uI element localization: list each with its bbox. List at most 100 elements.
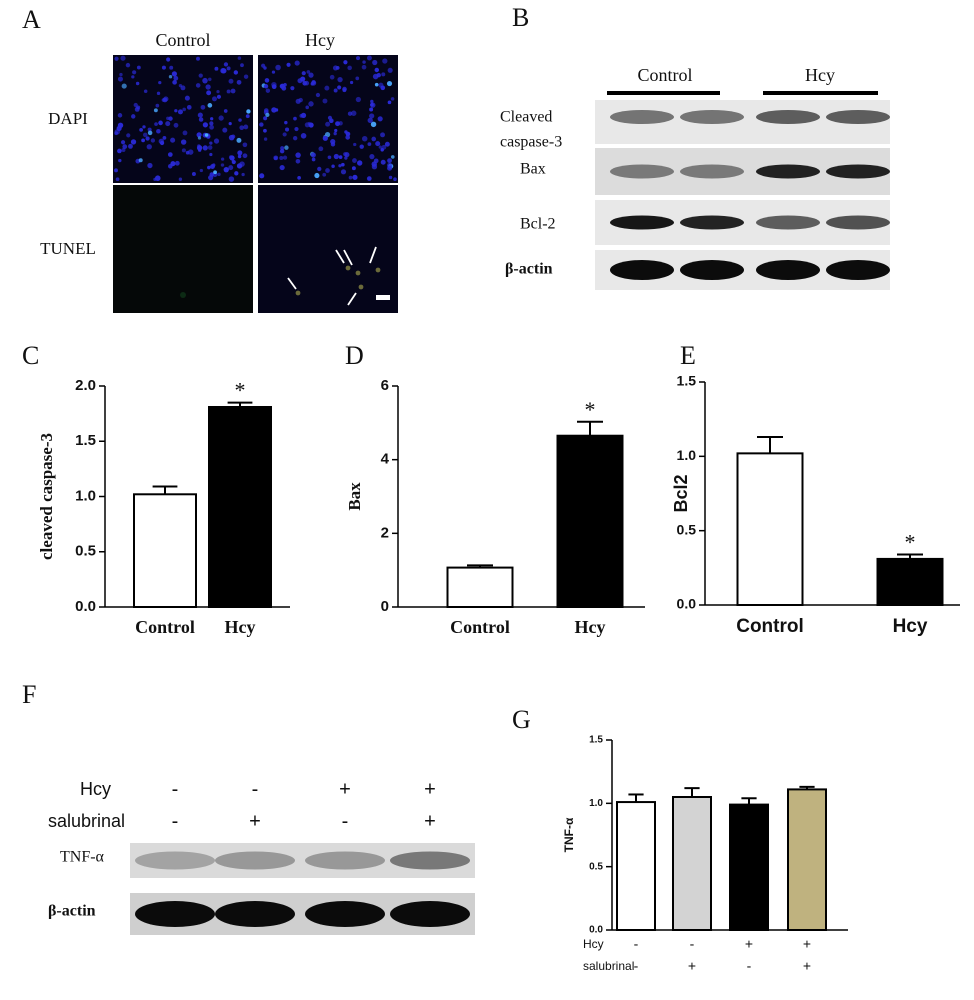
nucleus xyxy=(234,171,239,176)
nucleus xyxy=(213,170,217,175)
nucleus xyxy=(382,58,388,64)
nucleus xyxy=(243,124,249,130)
blot-label: Bcl-2 xyxy=(520,216,556,233)
nucleus xyxy=(182,130,188,136)
x-tick-label: Hcy xyxy=(575,617,606,637)
nucleus xyxy=(119,72,123,77)
nucleus xyxy=(202,145,208,151)
nucleus xyxy=(345,135,351,140)
nucleus xyxy=(168,116,173,121)
nucleus xyxy=(239,161,245,167)
nucleus xyxy=(387,67,393,73)
nucleus xyxy=(333,153,339,160)
nucleus xyxy=(146,144,152,150)
nucleus xyxy=(216,94,222,99)
nucleus xyxy=(275,64,281,71)
nucleus xyxy=(171,71,177,77)
blot-band xyxy=(610,110,674,124)
nucleus xyxy=(161,65,166,70)
nucleus xyxy=(369,113,375,119)
significance-mark: * xyxy=(585,397,596,422)
nucleus xyxy=(205,84,211,90)
nucleus xyxy=(311,80,317,86)
nucleus xyxy=(378,82,384,88)
nucleus xyxy=(263,137,268,141)
nucleus xyxy=(213,138,220,144)
nucleus xyxy=(228,78,234,84)
tunel-cell xyxy=(375,267,381,273)
nucleus xyxy=(327,155,332,160)
nucleus xyxy=(293,116,297,121)
nucleus xyxy=(279,148,285,154)
y-tick-label: 0.5 xyxy=(75,543,96,560)
condition-sign: - xyxy=(690,936,695,952)
nucleus xyxy=(273,155,279,161)
nucleus xyxy=(170,137,176,143)
y-tick-label: 2.0 xyxy=(75,377,96,394)
nucleus xyxy=(353,142,357,147)
panel-label: G xyxy=(512,705,531,734)
nucleus xyxy=(290,86,295,91)
nucleus xyxy=(264,78,270,83)
nucleus xyxy=(209,152,213,157)
nucleus xyxy=(352,174,358,180)
nucleus xyxy=(120,140,126,145)
nucleus xyxy=(154,122,158,126)
nucleus xyxy=(150,138,156,143)
nucleus xyxy=(233,70,239,75)
condition-sign: - xyxy=(634,958,639,974)
nucleus xyxy=(158,120,163,126)
nucleus xyxy=(306,70,311,74)
group-label: Control xyxy=(637,65,692,85)
nucleus xyxy=(204,133,209,137)
condition-label: Hcy xyxy=(80,779,111,799)
blot-band xyxy=(215,901,295,927)
nucleus xyxy=(139,127,144,132)
condition-sign: + xyxy=(249,810,261,832)
y-tick-label: 0.5 xyxy=(677,521,697,537)
nucleus xyxy=(314,172,320,179)
nucleus xyxy=(142,125,146,129)
nucleus xyxy=(159,140,165,146)
nucleus xyxy=(271,81,277,88)
condition-sign: - xyxy=(172,778,179,800)
nucleus xyxy=(231,159,236,165)
blot-band xyxy=(826,215,890,230)
nucleus xyxy=(318,146,324,152)
blot-band xyxy=(610,164,674,179)
blot-band xyxy=(680,260,744,280)
nucleus xyxy=(142,132,148,138)
x-tick-label: Control xyxy=(135,617,195,637)
nucleus xyxy=(367,142,372,147)
condition-sign: + xyxy=(424,778,436,800)
bar xyxy=(556,434,624,608)
nucleus xyxy=(324,85,330,91)
nucleus xyxy=(177,109,183,115)
nucleus xyxy=(228,176,235,182)
nucleus xyxy=(390,155,395,159)
nucleus xyxy=(161,98,166,102)
nucleus xyxy=(134,106,140,112)
nucleus xyxy=(230,155,234,160)
blot-band xyxy=(390,901,470,927)
y-axis-label: Bcl2 xyxy=(671,474,691,512)
nucleus xyxy=(331,164,335,168)
nucleus xyxy=(366,55,372,61)
nucleus xyxy=(138,158,143,163)
nucleus xyxy=(168,75,173,79)
nucleus xyxy=(209,121,214,126)
panel-label: B xyxy=(512,3,529,32)
condition-sign: - xyxy=(634,936,639,952)
nucleus xyxy=(337,76,343,83)
blot-label: caspase-3 xyxy=(500,134,562,151)
nucleus xyxy=(340,169,347,175)
micrograph xyxy=(258,185,398,313)
nucleus xyxy=(132,70,137,75)
y-axis-label: cleaved caspase-3 xyxy=(37,433,56,560)
nucleus xyxy=(218,115,224,121)
micrograph xyxy=(113,185,253,313)
row-label: DAPI xyxy=(48,109,88,128)
nucleus xyxy=(359,144,364,149)
nucleus xyxy=(377,116,383,122)
